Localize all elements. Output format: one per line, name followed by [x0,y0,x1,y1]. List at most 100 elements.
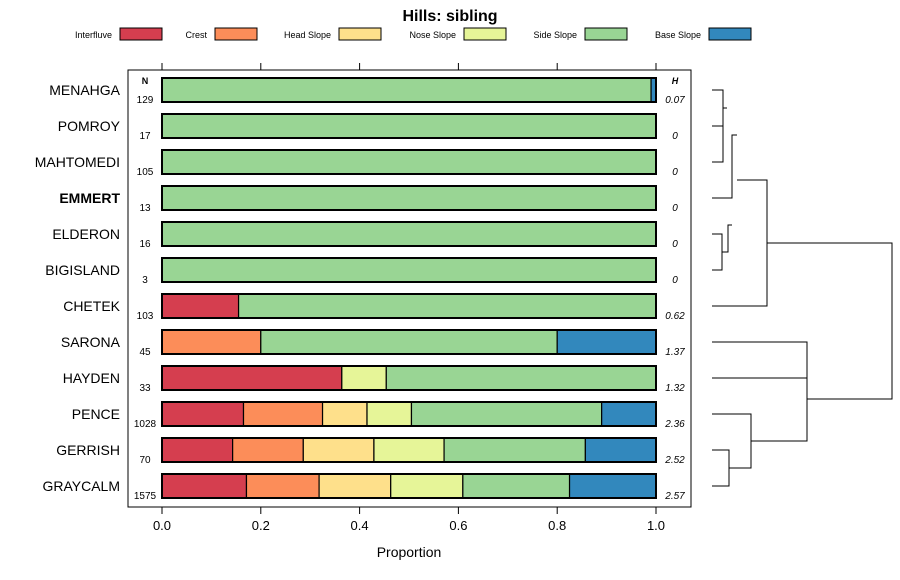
bar-segment [302,437,375,463]
row-h-value: 2.57 [664,491,685,502]
row-n-value: 103 [137,311,154,322]
chart-title: Hills: sibling [402,8,497,25]
bar-segment [242,401,324,427]
bar-segment [318,473,392,499]
legend-label: Side Slope [533,30,577,40]
legend-label: Crest [185,30,207,40]
dendrogram-branch [767,242,893,400]
bar-segment [245,473,320,499]
dendrogram [712,89,893,487]
row-label: HAYDEN [63,370,120,386]
h-header: H [672,76,679,86]
row-label: PENCE [72,406,120,422]
legend-label: Head Slope [284,30,331,40]
bar-segment [161,473,248,499]
dendrogram-branch [712,134,737,199]
x-tick-label: 1.0 [647,518,665,533]
row-label: ELDERON [52,226,120,242]
bar-segment [556,329,657,355]
legend: Interfluve Crest Head Slope Nose Slope Side … [75,27,752,41]
bar-segment [462,473,571,499]
row-h-value: 0.07 [665,95,685,106]
row-h-value: 0 [672,167,678,178]
bar-outline [161,293,657,319]
bar-outline [161,149,657,175]
row-n-value: 17 [139,131,151,142]
row-h-value: 2.52 [664,455,685,466]
bar-outline [161,185,657,211]
legend-swatch [338,27,382,41]
dendrogram-branch [712,179,768,307]
x-tick-label: 0.8 [548,518,566,533]
row-label: BIGISLAND [45,262,120,278]
row-h-value: 1.32 [665,383,685,394]
bar-segment [385,365,657,391]
bar-segment [410,401,603,427]
bar-segment [161,221,657,247]
bar-segment [161,401,245,427]
row-n-value: 105 [137,167,154,178]
bar-segment [237,293,657,319]
legend-swatch [214,27,258,41]
row-label: SARONA [61,334,121,350]
row-label: GRAYCALM [42,478,120,494]
bar-segment [568,473,657,499]
row-h-value: 1.37 [665,347,685,358]
bar-segment [260,329,558,355]
bar-segment [584,437,657,463]
x-tick-label: 0.0 [153,518,171,533]
bar-segment [366,401,413,427]
row-h-value: 2.36 [664,419,685,430]
row-n-value: 33 [139,383,151,394]
dendrogram-branch [712,107,727,163]
bar-segment [341,365,387,391]
bar-segment [161,293,240,319]
row-label: POMROY [58,118,121,134]
legend-swatch [584,27,628,41]
bar-segment [443,437,586,463]
bar-segment [390,473,464,499]
row-label: MAHTOMEDI [35,154,120,170]
x-tick-label: 0.6 [449,518,467,533]
row-h-value: 0 [672,275,678,286]
row-h-value: 0 [672,131,678,142]
bar-segment [161,113,657,139]
bar-outline [161,113,657,139]
x-axis-label: Proportion [377,544,442,560]
row-label: GERRISH [56,442,120,458]
row-label: CHETEK [63,298,120,314]
legend-label: Base Slope [655,30,701,40]
bar-segment [161,257,657,283]
bar-segment [161,149,657,175]
row-label: MENAHGA [49,82,120,98]
bar-outline [161,77,657,103]
x-tick-label: 0.2 [252,518,270,533]
dendrogram-branch [751,360,808,442]
dendrogram-branch [722,224,732,253]
bar-segment [601,401,657,427]
bar-outline [161,437,657,463]
row-n-value: 13 [139,203,151,214]
dendrogram-branch [712,341,808,379]
row-h-value: 0 [672,239,678,250]
row-h-value: 0.62 [665,311,685,322]
row-n-value: 70 [139,455,151,466]
bar-segment [161,185,657,211]
bar-outline [161,329,657,355]
dendrogram-branch [712,449,730,487]
dendrogram-branch [712,413,752,469]
bar-segment [161,329,262,355]
row-n-value: 16 [139,239,151,250]
legend-label: Nose Slope [409,30,456,40]
row-n-value: 129 [137,95,154,106]
bar-segment [161,365,343,391]
row-n-value: 45 [139,347,151,358]
bar-segment [373,437,445,463]
legend-swatch [119,27,163,41]
x-axis: 0.0 0.2 0.4 0.6 0.8 1.0 [153,63,665,533]
bar-segment [161,437,234,463]
row-n-value: 1028 [134,419,157,430]
legend-swatch [708,27,752,41]
dendrogram-branch [712,233,723,271]
bar-segment [161,77,652,103]
